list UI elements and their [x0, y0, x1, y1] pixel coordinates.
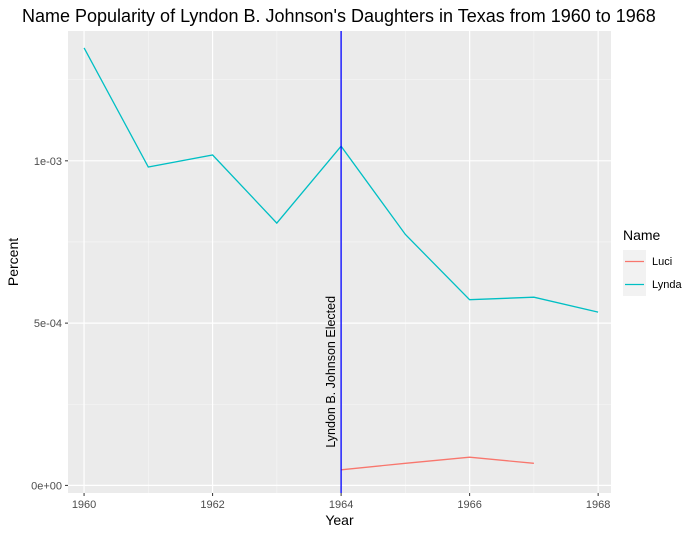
legend-label-lynda: Lynda	[652, 279, 682, 291]
legend-label-luci: Luci	[652, 256, 672, 268]
legend-title: Name	[623, 227, 661, 243]
x-tick-label: 1964	[329, 499, 353, 511]
plot-panel	[68, 31, 611, 493]
y-tick-label: 5e-04	[34, 318, 62, 330]
x-tick-label: 1968	[586, 499, 610, 511]
y-tick-label: 0e+00	[31, 480, 62, 492]
vline-layer: Lyndon B. Johnson Elected	[324, 31, 342, 493]
series-line-luci	[341, 456, 534, 471]
election-annotation: Lyndon B. Johnson Elected	[324, 296, 338, 448]
y-tick-label: 1e-03	[34, 156, 62, 168]
chart-title: Name Popularity of Lyndon B. Johnson's D…	[22, 6, 656, 26]
x-axis-title: Year	[325, 512, 354, 528]
axis-ticks: 1960 1962 1964 1966 1968 0e+00 5e-04 1e-03	[31, 156, 610, 511]
x-tick-label: 1966	[457, 499, 481, 511]
legend: Name Luci Lynda	[623, 227, 682, 296]
minor-grid	[68, 31, 611, 493]
y-axis-title: Percent	[5, 238, 21, 286]
x-tick-label: 1960	[72, 499, 96, 511]
x-tick-label: 1962	[200, 499, 224, 511]
